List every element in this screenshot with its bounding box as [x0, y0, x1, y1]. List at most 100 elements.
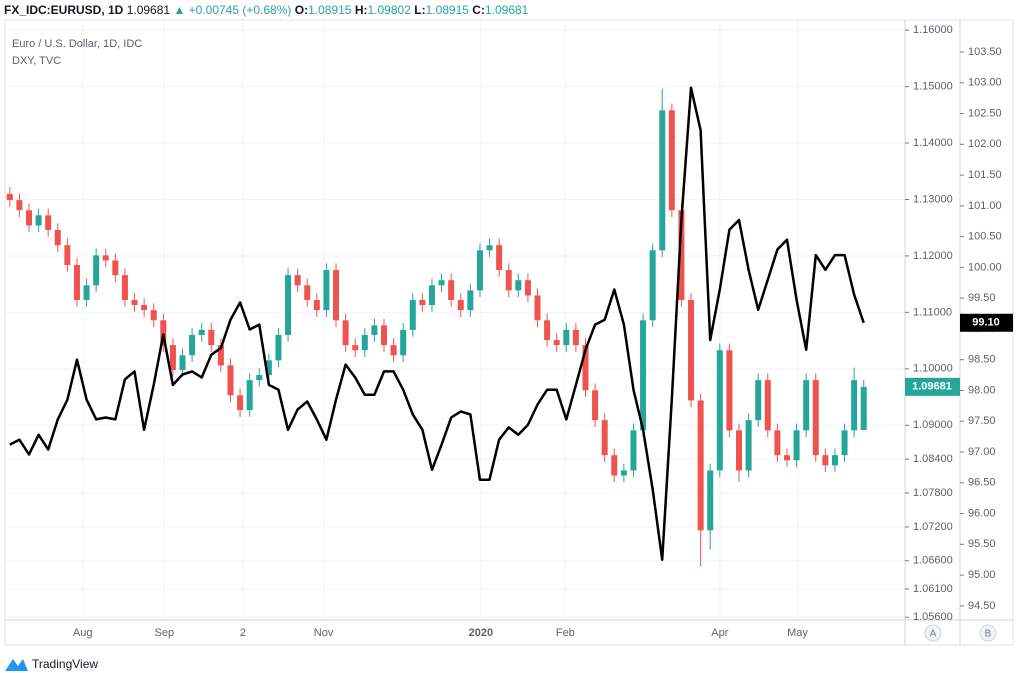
candle-body [342, 320, 349, 346]
candle-body [640, 320, 647, 431]
y2-tick-label: 102.50 [968, 107, 1002, 119]
candle-body [448, 280, 455, 300]
candle-body [304, 285, 311, 300]
y-tick-label: 1.09000 [913, 419, 953, 431]
y-tick-label: 1.08400 [913, 453, 953, 465]
y-tick-label: 1.05600 [913, 611, 953, 623]
y-tick-label: 1.06100 [913, 583, 953, 595]
price-tag-label: 1.09681 [912, 381, 952, 393]
h: 1.09802 [367, 3, 411, 17]
candle-body [755, 380, 762, 421]
legend-entry: Euro / U.S. Dollar, 1D, IDC [12, 38, 142, 50]
o: 1.08915 [308, 3, 352, 17]
candle-body [16, 200, 23, 211]
button[interactable] [979, 624, 997, 642]
y2-tick-label: 96.00 [968, 507, 996, 519]
y-tick-label: 1.13000 [913, 193, 953, 205]
y2-tick-label: 97.00 [968, 446, 996, 458]
candle-body [611, 455, 618, 476]
candle-body [515, 280, 522, 291]
candles [6, 88, 867, 567]
candle-body [659, 110, 666, 251]
x-tick-label: Feb [556, 627, 575, 639]
candle-body [486, 245, 493, 251]
button[interactable] [924, 624, 942, 642]
button-label: A [930, 629, 937, 640]
candle-body [774, 430, 781, 456]
candle-body [112, 260, 119, 276]
candle-body [841, 430, 848, 456]
y-tick-label: 1.16000 [913, 24, 953, 36]
y2-tick-label: 100.00 [968, 261, 1002, 273]
brand: TradingView [32, 657, 98, 671]
candle-body [150, 310, 157, 321]
y2-tick-label: 101.50 [968, 169, 1002, 181]
candle-body [131, 299, 138, 306]
candle-body [246, 380, 253, 411]
candle-body [803, 380, 810, 431]
candle-body [764, 380, 771, 431]
x-tick-label: Apr [711, 627, 728, 639]
candle-body [227, 365, 234, 396]
price-tag-label: 99.10 [972, 317, 1000, 329]
price-tag [905, 377, 960, 396]
y2-tick-label: 98.50 [968, 354, 996, 366]
symbol: FX_IDC:EURUSD, 1D [4, 3, 124, 17]
legend-entry: DXY, TVC [12, 55, 61, 67]
candle-body [45, 215, 52, 230]
candle-body [265, 360, 272, 376]
logo [5, 659, 28, 671]
x-tick-label: 2020 [469, 627, 493, 639]
candle-body [630, 430, 637, 471]
c: 1.09681 [484, 3, 529, 17]
y-tick-label: 1.12000 [913, 250, 953, 262]
candle-body [35, 215, 42, 226]
candle-body [572, 329, 579, 346]
y-tick-label: 1.14000 [913, 137, 953, 149]
candle-body [860, 386, 867, 431]
candle-body [83, 285, 90, 300]
candle-body [179, 355, 186, 370]
x-tick-label: Sep [154, 627, 174, 639]
candle-body [73, 264, 80, 300]
y2-tick-label: 97.50 [968, 415, 996, 427]
candle-body [409, 299, 416, 330]
header: FX_IDC:EURUSD, 1D 1.09681 ▲ +0.00745 (+0… [4, 3, 528, 17]
candle-body [208, 329, 215, 346]
candle-body [294, 275, 301, 286]
candle-body [371, 325, 378, 335]
candle-body [400, 329, 407, 356]
candle-body [285, 275, 292, 335]
candle-body [544, 320, 551, 341]
y2-tick-label: 103.50 [968, 46, 1002, 58]
candle-body [707, 470, 714, 531]
candle-body [6, 193, 13, 201]
l-label: L: [414, 3, 426, 17]
candle-body [390, 345, 397, 356]
y-tick-label: 1.10000 [913, 363, 953, 375]
x-tick-label: Nov [314, 627, 334, 639]
candle-body [198, 329, 205, 335]
x-tick-label: 2 [240, 627, 246, 639]
l: 1.08915 [425, 3, 469, 17]
y2-tick-label: 102.00 [968, 138, 1002, 150]
y-tick-label: 1.11000 [913, 306, 952, 318]
y2-tick-label: 96.50 [968, 477, 996, 489]
x-tick-label: Aug [73, 627, 93, 639]
candle-body [783, 455, 790, 461]
candle-body [716, 350, 723, 471]
y-tick-label: 1.15000 [913, 81, 953, 93]
candle-body [822, 455, 829, 466]
candle-body [428, 285, 435, 306]
candle-body [256, 375, 263, 381]
candle-body [361, 334, 368, 351]
candle-body [121, 275, 128, 300]
candle-body [25, 210, 32, 226]
y2-tick-label: 99.50 [968, 292, 996, 304]
candle-body [189, 334, 196, 356]
x-tick-label: May [787, 627, 808, 639]
candle-body [697, 400, 704, 531]
candle-body [793, 430, 800, 461]
candle-body [649, 250, 656, 321]
